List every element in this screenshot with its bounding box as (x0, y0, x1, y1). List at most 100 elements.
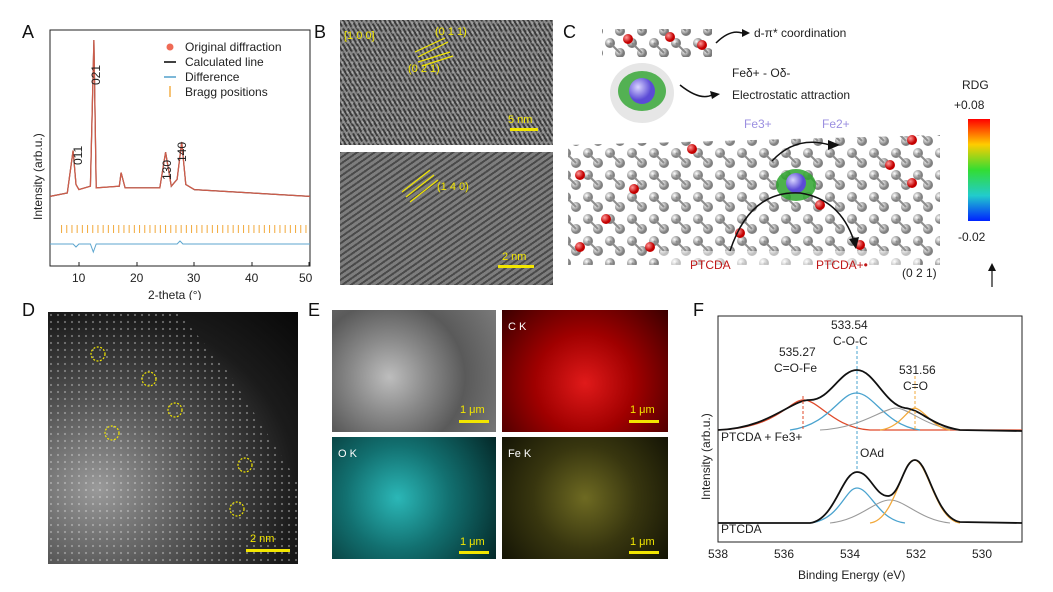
xrd-xtick-30: 30 (187, 271, 201, 285)
hrtem-bottom-image: (1 4 0) 2 nm (340, 152, 553, 285)
legend-difference: Difference (185, 70, 240, 84)
panel-letter-c: C (563, 22, 576, 42)
plane-label: (0 2 1) (902, 266, 937, 280)
hrtem-zone-axis: [1 0 0] (344, 30, 375, 42)
xrd-xtick-10: 10 (72, 271, 86, 285)
peak-label-011: 011 (71, 146, 85, 165)
sem-scale-label: 1 μm (460, 404, 485, 416)
hrtem-top-scale-label: 5 nm (508, 114, 532, 126)
panel-letter-b: B (314, 22, 327, 42)
ptcda-label: PTCDA (690, 258, 731, 272)
hrtem-plane-140: (1 4 0) (437, 181, 469, 193)
xrd-xtick-20: 20 (130, 271, 144, 285)
xps-peak2-label: C-O-C (833, 334, 868, 348)
hrtem-top-overlay: [1 0 0] (0 1 1) (0 2 1) 5 nm (340, 20, 553, 145)
eds-c-scale-label: 1 μm (630, 404, 655, 416)
xps-bottom-component-coc (809, 487, 906, 524)
hrtem-top-image: [1 0 0] (0 1 1) (0 2 1) 5 nm (340, 20, 553, 145)
xps-top-component-gray (819, 407, 961, 431)
hrtem-bottom-scalebar (498, 265, 534, 268)
xps-bottom-component-gray (829, 499, 951, 524)
hrtem-plane-021: (0 2 1) (408, 63, 440, 75)
electrostatic-charge-label: Feδ+ - Oδ- (732, 66, 790, 80)
xps-peak2-value: 533.54 (831, 318, 868, 332)
haadf-scalebar (246, 549, 290, 552)
xps-sample-bottom: PTCDA (721, 522, 762, 536)
rdg-max: +0.08 (954, 98, 985, 112)
top-molecule (602, 29, 712, 123)
legend-bragg: Bragg positions (185, 85, 268, 99)
rdg-colorbar: RDG +0.08 -0.02 (954, 78, 990, 244)
atom-marker-4 (104, 425, 120, 441)
atom-marker-1 (90, 346, 106, 362)
xps-peak1-label: C=O-Fe (774, 361, 817, 375)
eds-o-scale-label: 1 μm (460, 536, 485, 548)
fe2-label: Fe2+ (822, 117, 850, 131)
xrd-legend: Original diffraction Calculated line Dif… (164, 40, 282, 99)
xrd-xtick-50: 50 (299, 271, 313, 285)
atom-marker-2 (141, 371, 157, 387)
eds-map-fe: Fe K 1 μm (502, 437, 668, 559)
coordination-label: d-π* coordination (754, 26, 846, 40)
xps-plot-frame (717, 315, 1023, 543)
hrtem-bottom-overlay: (1 4 0) 2 nm (401, 169, 534, 268)
xps-sample-top: PTCDA + Fe3+ (721, 430, 802, 444)
xps-peak3-label: C=O (903, 379, 928, 393)
xrd-ylabel: Intensity (arb.u.) (31, 133, 45, 220)
ptcda-radical-label: PTCDA+• (816, 258, 868, 272)
xps-xtick-530: 530 (972, 547, 992, 561)
xrd-bragg-positions (61, 225, 307, 233)
haadf-overlay: 2 nm (48, 312, 298, 564)
eds-label-fe: Fe K (508, 448, 532, 460)
xps-chart: 535.27 C=O-Fe 533.54 C-O-C 531.56 C=O OA… (699, 315, 1023, 582)
rdg-title: RDG (962, 78, 989, 92)
xrd-xlabel: 2-theta (°) (148, 288, 201, 300)
eds-map-o: O K 1 μm (332, 437, 496, 559)
peak-label-021: 021 (89, 65, 103, 85)
sem-scalebar (459, 420, 489, 423)
eds-fe-scale-label: 1 μm (630, 536, 655, 548)
legend-marker-original (166, 43, 174, 51)
haadf-image: 2 nm (48, 312, 298, 564)
xps-peak3-value: 531.56 (899, 363, 936, 377)
eds-label-c: C K (508, 321, 527, 333)
panel-letter-d: D (22, 300, 35, 320)
xrd-xticks: 10 20 30 40 50 (72, 262, 313, 285)
xps-top-component-fe (717, 399, 1022, 431)
xps-xtick-536: 536 (774, 547, 794, 561)
rdg-gradient (968, 119, 990, 221)
haadf-scale-label: 2 nm (250, 533, 274, 545)
dft-model: d-π* coordination Feδ+ - Oδ- Electrostat… (568, 26, 996, 287)
ptcda-slab (568, 135, 940, 265)
xps-bottom-envelope (718, 459, 1023, 524)
xps-xtick-532: 532 (906, 547, 926, 561)
xrd-plot-frame (49, 29, 311, 267)
xrd-xtick-40: 40 (245, 271, 259, 285)
xps-top-component-coc (789, 392, 921, 431)
xrd-original-diffraction (49, 39, 311, 198)
eds-map-c: C K 1 μm (502, 310, 668, 432)
xps-top-envelope (717, 369, 1023, 432)
xrd-difference-line (50, 240, 310, 254)
electrostatic-attraction-label: Electrostatic attraction (732, 88, 850, 102)
xps-ylabel: Intensity (arb.u.) (699, 413, 713, 500)
eds-label-o: O K (338, 448, 358, 460)
panel-letter-a: A (22, 22, 35, 42)
legend-calculated: Calculated line (185, 55, 264, 69)
fe3-label: Fe3+ (744, 117, 772, 131)
eds-o-scalebar (459, 551, 489, 554)
panel-letter-f: F (693, 300, 704, 320)
rdg-min: -0.02 (958, 230, 986, 244)
xps-oad-label: OAd (860, 446, 884, 460)
atom-marker-3 (167, 402, 183, 418)
xps-xtick-534: 534 (840, 547, 860, 561)
atom-marker-5 (237, 457, 253, 473)
peak-label-130: 130 (160, 160, 174, 180)
hrtem-top-scalebar (510, 128, 538, 131)
xps-xtick-538: 538 (708, 547, 728, 561)
hrtem-bottom-scale-label: 2 nm (502, 251, 526, 263)
panel-letter-e: E (308, 300, 321, 320)
legend-original: Original diffraction (185, 40, 282, 54)
eds-fe-scalebar (629, 551, 659, 554)
atom-marker-6 (229, 501, 245, 517)
